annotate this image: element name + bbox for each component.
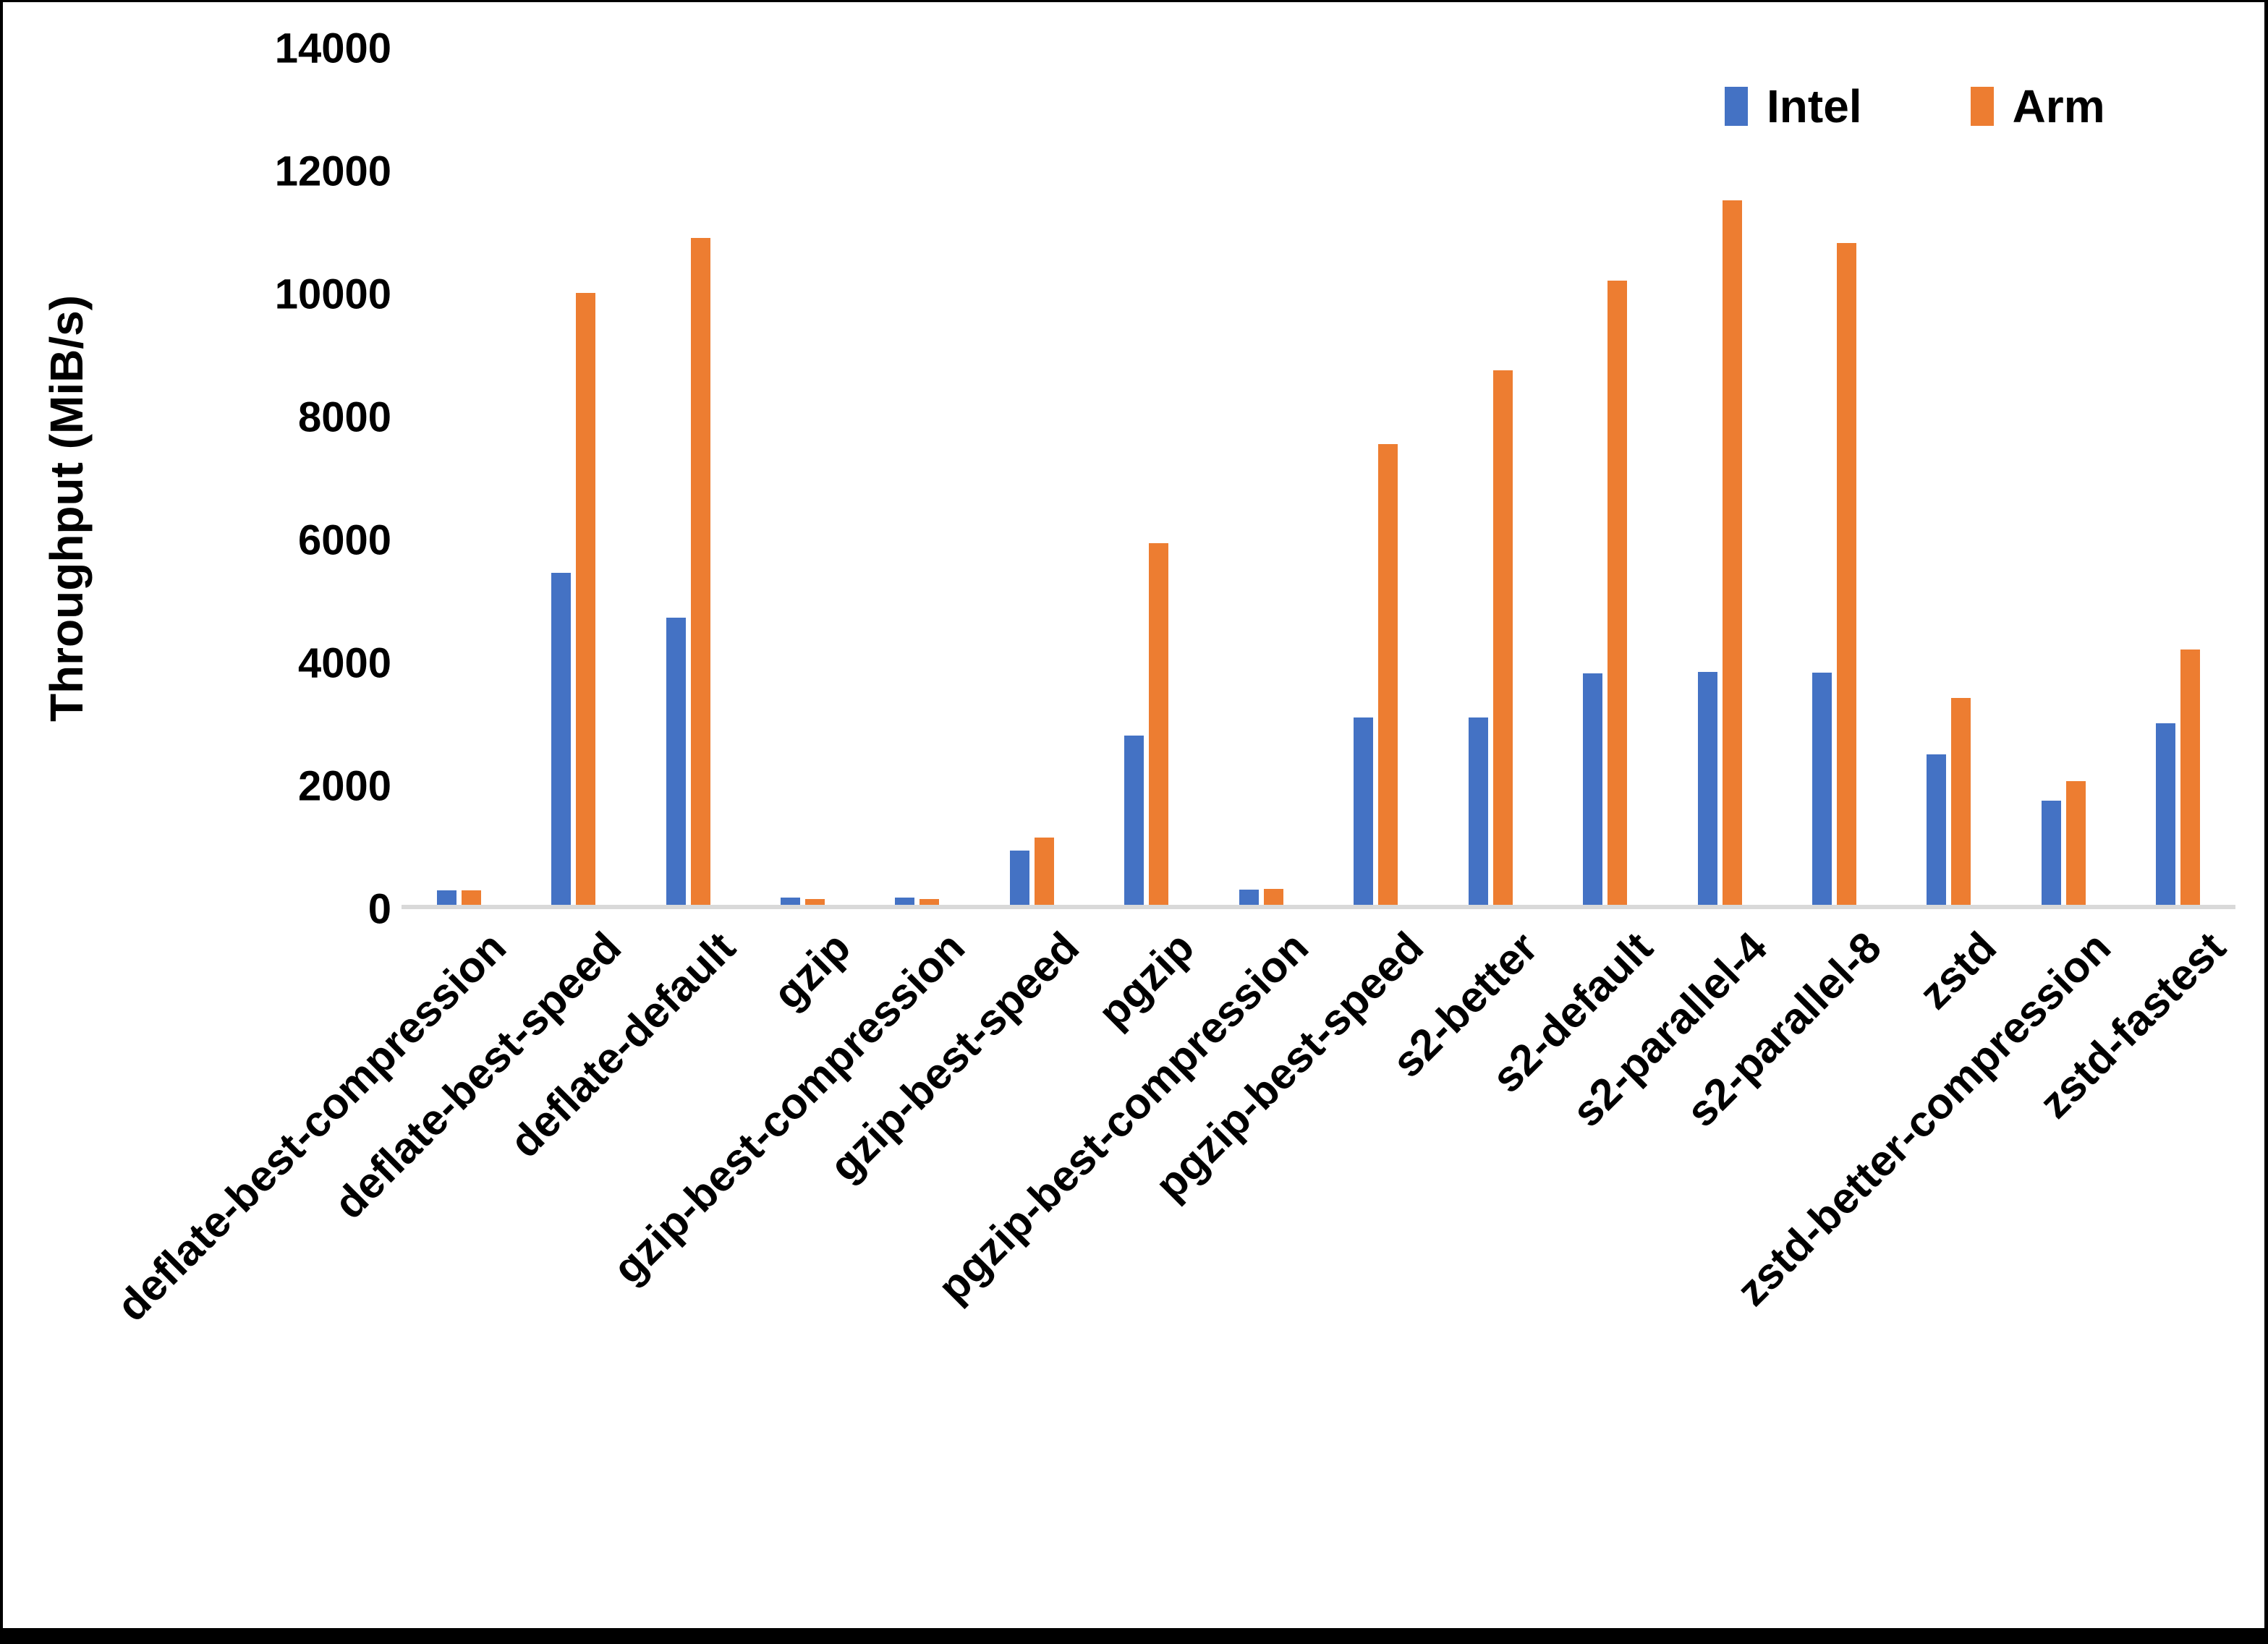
bar-arm-s2-parallel-8 — [1836, 243, 1856, 905]
bar-group-zstd — [1892, 48, 2006, 905]
bar-group-gzip — [745, 48, 859, 905]
bar-group-s2-default — [1547, 48, 1662, 905]
bar-group-deflate-default — [631, 48, 745, 905]
bar-group-s2-better — [1433, 48, 1547, 905]
bar-group-deflate-best-speed — [516, 48, 630, 905]
bar-intel-gzip-best-compression — [895, 897, 915, 905]
arm-legend-swatch — [1970, 87, 1994, 126]
bar-arm-gzip-best-compression — [919, 898, 940, 905]
bar-group-pgzip — [1090, 48, 1204, 905]
bar-arm-pgzip-best-speed — [1378, 443, 1398, 905]
bar-group-pgzip-best-compression — [1204, 48, 1318, 905]
y-tick-label-10000: 10000 — [274, 271, 391, 318]
y-tick-label-14000: 14000 — [274, 25, 391, 72]
legend-item-arm: Arm — [1970, 80, 2105, 132]
arm-legend-label: Arm — [2012, 80, 2105, 132]
y-tick-label-0: 0 — [368, 885, 391, 933]
bar-intel-s2-default — [1583, 673, 1603, 905]
bar-intel-zstd-better-compression — [2041, 800, 2061, 905]
bar-intel-deflate-best-speed — [551, 573, 572, 905]
intel-legend-label: Intel — [1767, 80, 1862, 132]
bar-intel-zstd — [1927, 754, 1947, 905]
intel-legend-swatch — [1725, 87, 1748, 126]
bar-group-pgzip-best-speed — [1319, 48, 1433, 905]
plot-area — [402, 48, 2235, 909]
bar-series-container — [402, 48, 2235, 905]
legend: Intel Arm — [1725, 83, 2105, 129]
bar-group-zstd-fastest — [2121, 48, 2235, 905]
bar-intel-zstd-fastest — [2156, 723, 2176, 905]
y-tick-label-6000: 6000 — [297, 516, 391, 564]
bar-group-zstd-better-compression — [2006, 48, 2120, 905]
bar-intel-deflate-default — [666, 618, 686, 905]
bar-intel-pgzip — [1124, 736, 1144, 905]
y-tick-label-8000: 8000 — [297, 393, 391, 441]
y-tick-label-4000: 4000 — [297, 639, 391, 687]
bar-intel-pgzip-best-speed — [1354, 717, 1374, 905]
bar-intel-s2-parallel-4 — [1697, 671, 1717, 905]
y-tick-label-2000: 2000 — [297, 762, 391, 810]
bar-arm-pgzip — [1149, 543, 1169, 905]
bar-group-gzip-best-speed — [974, 48, 1089, 905]
bar-intel-deflate-best-compression — [436, 890, 456, 905]
bar-intel-s2-parallel-8 — [1812, 672, 1832, 905]
x-axis-labels: deflate-best-compression deflate-best-spe… — [3, 2, 2264, 1628]
bar-group-s2-parallel-4 — [1662, 48, 1777, 905]
bar-arm-s2-default — [1607, 281, 1628, 905]
bar-group-gzip-best-compression — [860, 48, 974, 905]
bar-intel-gzip-best-speed — [1009, 851, 1029, 905]
bar-intel-s2-better — [1468, 717, 1488, 905]
bar-arm-s2-parallel-4 — [1722, 200, 1742, 905]
bar-arm-gzip — [805, 898, 825, 905]
bar-intel-gzip — [781, 897, 801, 905]
bar-arm-pgzip-best-compression — [1263, 888, 1283, 905]
bar-arm-zstd-fastest — [2180, 649, 2201, 905]
y-tick-label-12000: 12000 — [274, 148, 391, 195]
bar-arm-deflate-default — [690, 237, 710, 905]
bar-arm-gzip-best-speed — [1034, 837, 1054, 905]
bar-arm-zstd-better-compression — [2065, 781, 2086, 905]
bar-intel-pgzip-best-compression — [1239, 889, 1259, 905]
bar-group-s2-parallel-8 — [1777, 48, 1891, 905]
bar-group-deflate-best-compression — [402, 48, 516, 905]
bar-arm-deflate-best-speed — [576, 293, 596, 905]
bar-arm-s2-better — [1492, 370, 1513, 905]
chart-inner: Throughput (MiB/s) 0 2000 4000 6000 8000 1000… — [3, 2, 2264, 1628]
legend-item-intel: Intel — [1725, 83, 1862, 129]
bar-arm-deflate-best-compression — [461, 890, 481, 905]
bar-arm-zstd — [1951, 697, 1971, 905]
